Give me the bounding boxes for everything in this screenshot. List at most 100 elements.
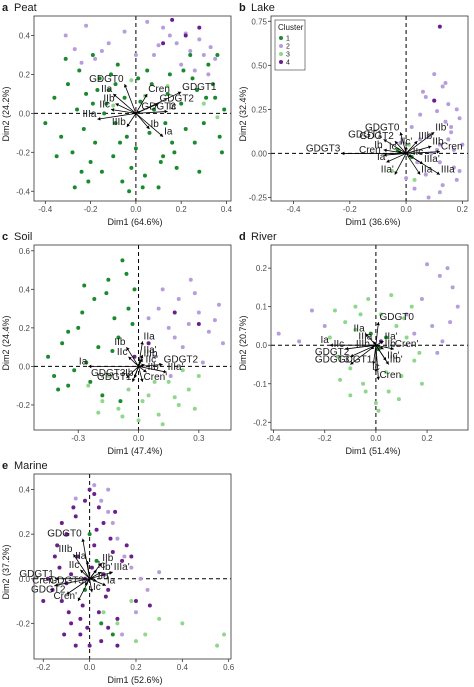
data-point: [222, 107, 227, 112]
vector-arrowhead: [436, 171, 440, 175]
data-point: [440, 183, 445, 188]
legend-swatch: [279, 60, 283, 64]
data-point: [108, 536, 113, 541]
data-point: [210, 82, 215, 87]
data-point: [161, 41, 166, 46]
data-point: [208, 45, 213, 50]
panel-d-title: River: [251, 231, 277, 243]
vector-label: IIIb: [356, 339, 370, 350]
panel-d-plot-frame: [270, 244, 469, 431]
y-tick-label: 0.0: [19, 575, 31, 584]
data-point: [129, 78, 134, 83]
data-point: [76, 325, 81, 330]
data-point: [96, 610, 101, 615]
data-point: [62, 632, 67, 637]
panel-a-title: Peat: [14, 2, 37, 14]
x-tick-label: -0.3: [71, 434, 85, 443]
data-point: [219, 150, 224, 155]
vector-label: IIIa: [441, 165, 455, 176]
data-point: [140, 399, 145, 404]
data-point: [435, 109, 440, 114]
vector-arrow: [350, 344, 377, 365]
data-point: [161, 25, 166, 30]
data-point: [196, 310, 201, 315]
data-point: [66, 383, 71, 388]
x-tick-label: -0.2: [84, 205, 98, 214]
vector-arrow: [375, 322, 379, 346]
data-point: [86, 179, 91, 184]
data-point: [124, 543, 129, 548]
vector-arrow: [375, 344, 394, 350]
vector-arrow: [89, 571, 113, 580]
y-tick-label: -0.2: [16, 401, 30, 410]
data-point: [102, 111, 107, 116]
data-point: [66, 610, 71, 615]
vector-arrowhead: [365, 333, 369, 338]
vector-arrowhead: [383, 148, 387, 153]
data-point: [86, 383, 91, 388]
panel-e-y-axis-title: Dim2 (37.2%): [1, 544, 11, 599]
vector-label: GDGT0: [47, 529, 82, 540]
vector-label: Cren': [53, 591, 77, 602]
legend-label: 1: [286, 36, 290, 43]
vector-label: IIc': [400, 136, 413, 147]
data-point: [116, 335, 121, 340]
data-point: [348, 393, 353, 398]
data-point: [147, 603, 152, 608]
x-tick-label: 0.2: [422, 434, 434, 443]
vector-label: IIb: [432, 136, 444, 147]
vector-arrowhead: [140, 378, 144, 382]
vector-arrowhead: [140, 341, 144, 345]
vector-label: Ia: [321, 335, 330, 346]
y-tick-label: 0.4: [19, 285, 31, 294]
data-point: [80, 603, 85, 608]
panel-d-points: [276, 262, 460, 413]
data-point: [152, 52, 157, 57]
y-tick-label: 0.4: [19, 486, 31, 495]
vector-label: IIa': [385, 331, 398, 342]
data-point: [133, 52, 138, 57]
data-point: [111, 103, 116, 108]
data-point: [168, 374, 173, 379]
data-point: [201, 52, 206, 57]
y-tick-label: 0.0: [19, 362, 31, 371]
data-point: [206, 329, 211, 334]
vector-arrowhead: [136, 110, 141, 115]
data-point: [82, 498, 87, 503]
vector-arrow: [54, 578, 90, 586]
y-tick-label: -0.1: [253, 380, 267, 389]
x-tick-label: 0.6: [223, 663, 235, 672]
data-point: [423, 172, 428, 177]
data-point: [309, 308, 314, 313]
vector-arrowhead: [390, 346, 394, 351]
y-tick-label: 0.1: [256, 303, 268, 312]
legend-swatch: [279, 36, 283, 40]
data-point: [384, 335, 389, 340]
data-point: [353, 327, 358, 332]
legend-swatch: [279, 52, 283, 56]
vector-label: IIa': [144, 345, 157, 356]
data-point: [93, 140, 98, 145]
vector-arrowhead: [385, 360, 389, 365]
vector-arrowhead: [109, 571, 113, 575]
data-point: [156, 306, 161, 311]
panel-b-letter: b: [239, 2, 246, 14]
panel-a-points: [43, 17, 227, 194]
data-point: [78, 632, 83, 637]
vector-label: IIb: [103, 94, 115, 105]
data-point: [186, 322, 191, 327]
data-point: [215, 643, 220, 648]
vector-arrow: [135, 93, 148, 114]
data-point: [353, 304, 358, 309]
legend-label: 4: [286, 60, 290, 67]
data-point: [170, 17, 175, 22]
vector-label: GDGT3: [91, 368, 126, 379]
data-point: [70, 150, 75, 155]
vector-label: Ib: [150, 119, 159, 130]
data-point: [136, 418, 141, 423]
data-point: [80, 310, 85, 315]
data-point: [127, 189, 132, 194]
vector-label: IIc': [146, 354, 159, 365]
